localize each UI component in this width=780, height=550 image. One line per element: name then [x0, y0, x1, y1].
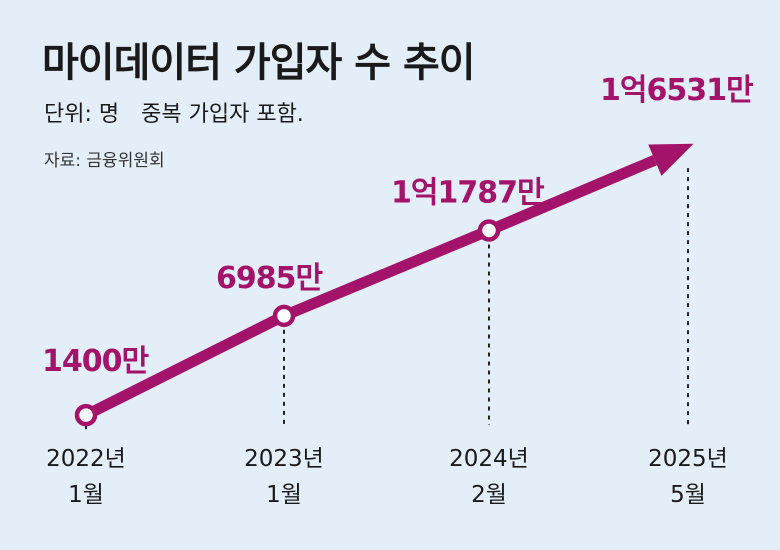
point-markers [74, 219, 501, 427]
series-line-path [83, 155, 658, 421]
x-tick-label: 2024년 2월 [449, 446, 529, 508]
point-marker [74, 403, 98, 427]
data-label: 1400만 [42, 344, 149, 379]
source-label: 자료: 금융위원회 [44, 151, 165, 171]
data-label: 1억1787만 [391, 175, 545, 210]
page-title: 마이데이터 가입자 수 추이 [42, 40, 476, 86]
x-tick-label: 2023년 1월 [244, 446, 324, 508]
data-label: 1억6531만 [600, 73, 754, 108]
unit-note: 중복 가입자 포함. [141, 102, 304, 127]
unit-text: 단위: 명 [44, 102, 120, 127]
point-marker [477, 219, 501, 242]
point-marker [272, 304, 296, 328]
series-line [83, 143, 694, 421]
data-label: 6985만 [216, 261, 323, 296]
value-labels: 1400만 6985만 1억1787만 1억6531만 [42, 73, 755, 379]
unit-label: 단위: 명 중복 가입자 포함. [44, 96, 304, 128]
x-tick-label: 2025년 5월 [648, 446, 728, 508]
arrow-head-icon [648, 143, 694, 176]
x-tick-label: 2022년 1월 [46, 446, 126, 508]
drop-lines [85, 168, 689, 430]
x-axis-labels: 2022년 1월 2023년 1월 2024년 2월 2025년 5월 [46, 446, 728, 508]
